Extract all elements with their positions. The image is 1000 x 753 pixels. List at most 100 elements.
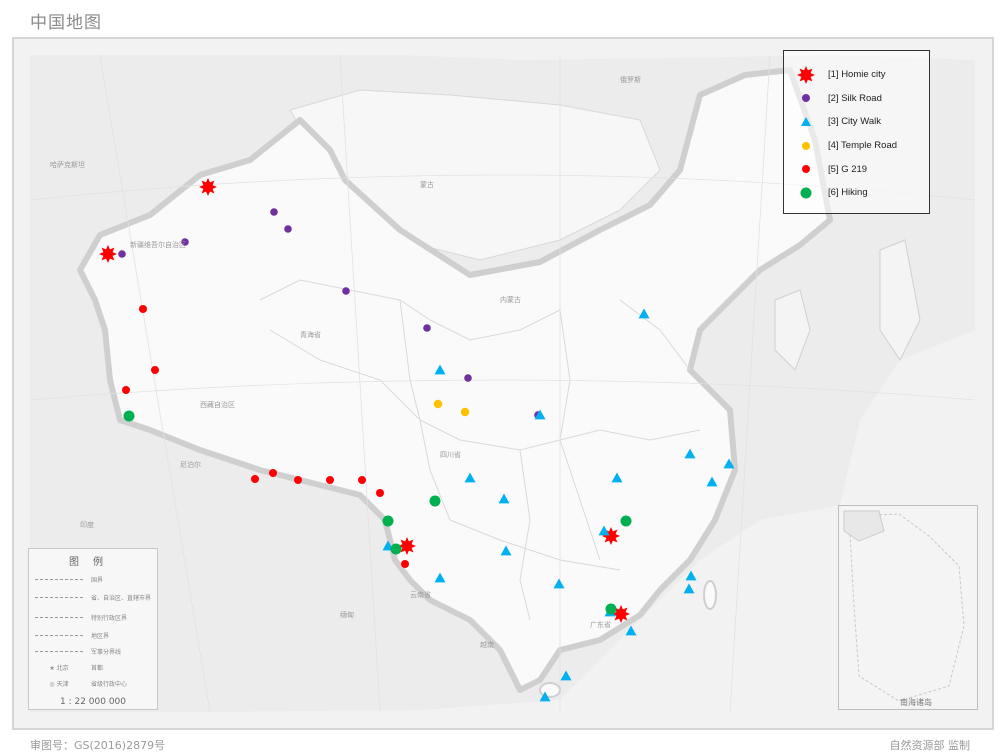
g219-marker xyxy=(358,476,366,484)
g219-marker xyxy=(401,560,409,568)
label-vietnam: 越南 xyxy=(480,641,494,649)
temple-marker xyxy=(433,399,443,409)
label-qinghai: 青海省 xyxy=(300,331,321,339)
legend-label: [2] Silk Road xyxy=(828,92,882,104)
hainan-island xyxy=(539,682,561,698)
g219-marker xyxy=(251,475,259,483)
hiking-marker xyxy=(382,515,394,527)
capital-label: 北京 xyxy=(56,665,69,672)
inset-label: 南海诸岛 xyxy=(900,698,932,707)
homie-marker xyxy=(398,537,416,555)
g219-marker xyxy=(269,469,277,477)
basemap-legend-row-label: 首都 xyxy=(91,665,104,672)
label-nepal: 尼泊尔 xyxy=(180,461,201,469)
taiwan-island xyxy=(703,580,717,610)
triangle-icon xyxy=(784,112,828,132)
legend-item-hiking: [6] Hiking xyxy=(784,181,929,205)
star-icon xyxy=(784,65,828,85)
scale-text: 1 : 22 000 000 xyxy=(60,697,127,707)
label-mongolia: 蒙古 xyxy=(420,181,434,189)
basemap-legend-row: 国界 xyxy=(35,575,103,584)
map-title: 中国地图 xyxy=(30,13,102,33)
triangle-icon xyxy=(801,116,811,126)
dot-icon xyxy=(802,94,810,103)
silk-marker xyxy=(464,374,472,382)
japan-islands xyxy=(879,239,921,361)
basemap-legend-row: 省、自治区、直辖市界 xyxy=(35,593,151,602)
walk-marker xyxy=(706,476,718,487)
dot-icon xyxy=(800,187,812,199)
walk-marker xyxy=(685,570,697,581)
hiking-marker xyxy=(620,515,632,527)
dot-icon xyxy=(802,165,810,174)
label-neimenggu: 内蒙古 xyxy=(500,296,521,304)
basemap-legend-row-label: 省级行政中心 xyxy=(91,681,128,688)
legend-label: [5] G 219 xyxy=(828,163,868,175)
basemap-legend-row: ★ 北京 首都 xyxy=(35,663,103,672)
g219-marker xyxy=(326,476,334,484)
label-kazakhstan: 哈萨克斯坦 xyxy=(50,161,85,169)
legend-label: [1] Homie city xyxy=(828,69,886,81)
basemap-legend-row: 军事分界线 xyxy=(35,647,121,656)
star-icon xyxy=(797,65,815,84)
label-xinjiang: 新疆维吾尔自治区 xyxy=(130,241,186,249)
route-legend: [1] Homie city [2] Silk Road [3] City Walk… xyxy=(783,50,930,214)
basemap-legend-row-label: 地区界 xyxy=(91,633,110,640)
hiking-marker xyxy=(390,543,402,555)
basemap-legend-title: 图例 xyxy=(69,557,117,568)
walk-marker xyxy=(611,472,623,483)
inset-map xyxy=(843,510,965,702)
dot-icon xyxy=(784,88,828,108)
label-russia: 俄罗斯 xyxy=(620,76,641,84)
basemap-legend: 图例 国界 省、自治区、直辖市界 特别行政区界 地区界 军事分界线 ★ 北京 首都… xyxy=(28,548,158,710)
walk-marker xyxy=(498,493,510,504)
approval-number: 审图号：GS(2016)2879号 xyxy=(30,739,166,752)
basemap-legend-row-label: 省、自治区、直辖市界 xyxy=(91,595,152,602)
walk-marker xyxy=(560,670,572,681)
walk-marker xyxy=(539,691,551,702)
dot-icon xyxy=(784,136,828,156)
hiking-marker xyxy=(605,603,617,615)
city-label: 天津 xyxy=(56,681,69,688)
homie-marker xyxy=(199,178,217,196)
dot-icon xyxy=(802,141,810,150)
silk-marker xyxy=(423,324,431,332)
temple-marker xyxy=(460,407,470,417)
homie-marker xyxy=(99,245,117,263)
walk-marker xyxy=(684,448,696,459)
dot-icon xyxy=(784,159,828,179)
walk-marker xyxy=(723,458,735,469)
legend-label: [3] City Walk xyxy=(828,116,881,128)
silk-marker xyxy=(181,238,189,246)
legend-label: [6] Hiking xyxy=(828,187,868,199)
label-guangdong: 广东省 xyxy=(590,621,611,629)
walk-marker xyxy=(598,525,610,536)
label-sichuan: 四川省 xyxy=(440,451,461,459)
g219-marker xyxy=(139,305,147,313)
korea-peninsula xyxy=(774,289,811,371)
legend-item-homie: [1] Homie city xyxy=(784,63,929,87)
label-yunnan: 云南省 xyxy=(410,591,431,599)
silk-marker xyxy=(342,287,350,295)
supervisor-label: 自然资源部 监制 xyxy=(889,739,971,752)
g219-marker xyxy=(122,386,130,394)
silk-marker xyxy=(284,225,292,233)
legend-item-temple: [4] Temple Road xyxy=(784,134,929,158)
walk-marker xyxy=(500,545,512,556)
walk-marker xyxy=(534,409,546,420)
province-boundaries xyxy=(259,279,701,621)
capital-star-icon: ★ 北京 xyxy=(49,665,69,672)
hiking-marker xyxy=(429,495,441,507)
silk-marker xyxy=(118,250,126,258)
dot-icon xyxy=(802,94,810,103)
homie-marker xyxy=(612,605,630,623)
south-china-sea-inset xyxy=(838,505,978,710)
walk-marker xyxy=(625,625,637,636)
walk-marker xyxy=(434,572,446,583)
walk-marker xyxy=(434,364,446,375)
basemap-legend-row: 地区界 xyxy=(35,631,109,640)
label-india: 印度 xyxy=(80,521,94,529)
basemap-legend-row-label: 特别行政区界 xyxy=(91,615,128,622)
basemap-legend-row-label: 国界 xyxy=(91,577,104,584)
